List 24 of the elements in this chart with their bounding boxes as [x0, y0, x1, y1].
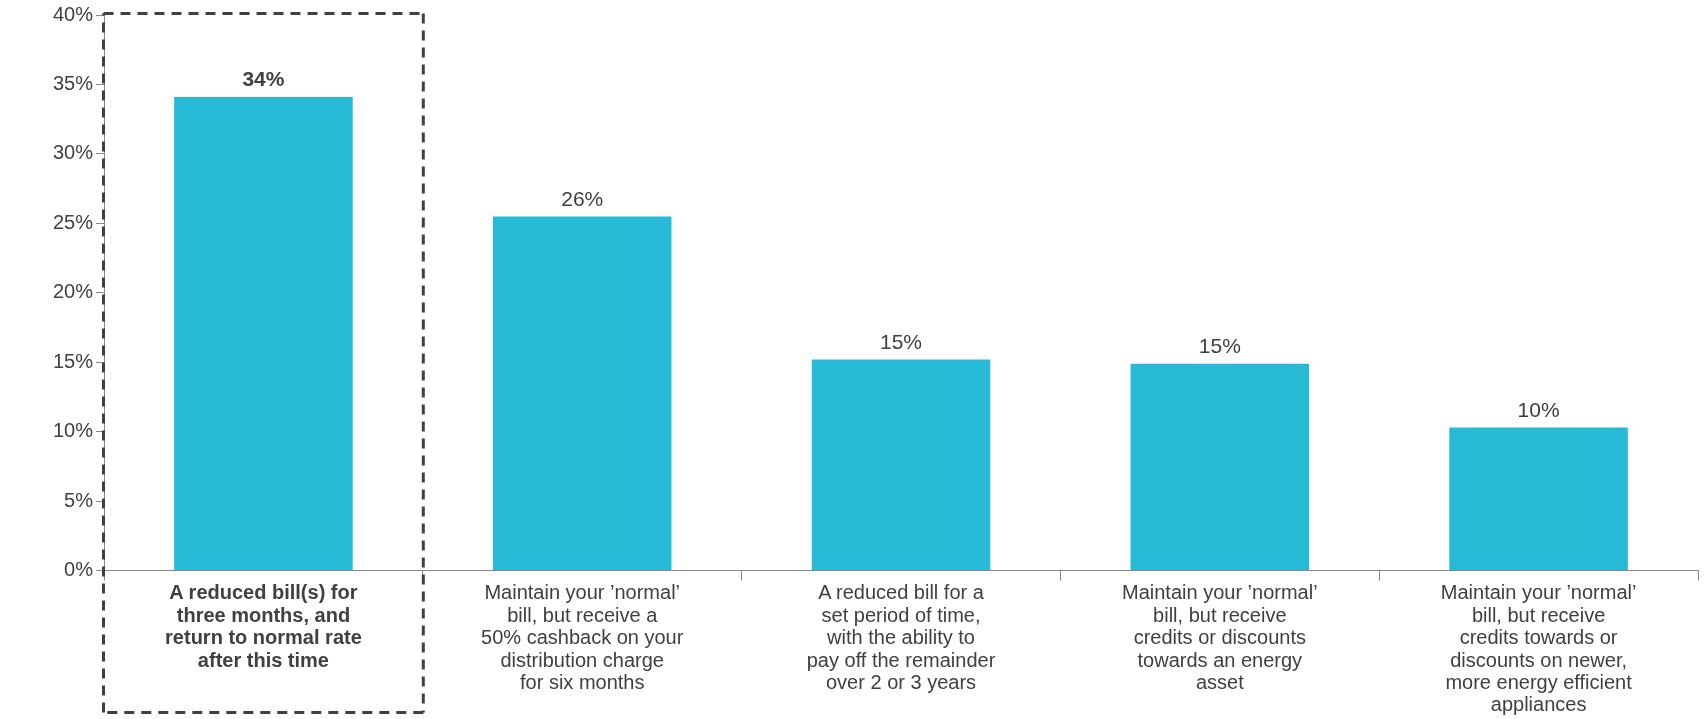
y-tick-label: 25% [53, 210, 94, 233]
y-tick-label: 20% [53, 280, 94, 303]
y-tick-label: 35% [53, 71, 94, 94]
bar [1130, 363, 1310, 571]
x-tick-label: Maintain your ’normal’ bill, but receive credits or discounts towards an energy asset [1121, 581, 1318, 693]
bar [1449, 427, 1628, 571]
x-tick-label: A reduced bill for a set period of time, with the ability to pay off the remainder over 2 or 3 years [806, 581, 996, 693]
y-tick-label: 5% [64, 488, 94, 511]
data-label: 10% [1517, 397, 1560, 421]
data-label: 15% [880, 329, 923, 353]
data-label: 15% [1198, 333, 1241, 357]
y-tick-label: 15% [53, 349, 94, 372]
data-label: 26% [561, 186, 604, 210]
y-tick-label: 30% [53, 141, 94, 164]
y-tick-label: 10% [53, 419, 94, 442]
data-label: 34% [242, 67, 285, 91]
x-tick-label: A reduced bill(s) for three months, and return to normal rate after this time [165, 581, 362, 671]
x-tick-label: Maintain your ’normal’ bill, but receive credits towards or discounts on newer, more energy efficient appliances [1440, 581, 1637, 716]
bar [174, 96, 353, 571]
y-tick-label: 0% [64, 558, 94, 581]
x-tick-label: Maintain your ’normal’ bill, but receive a 50% cashback on your distribution charge for six months [481, 581, 684, 693]
bar [492, 216, 672, 571]
bar [811, 359, 991, 571]
y-tick-label: 40% [53, 2, 94, 25]
